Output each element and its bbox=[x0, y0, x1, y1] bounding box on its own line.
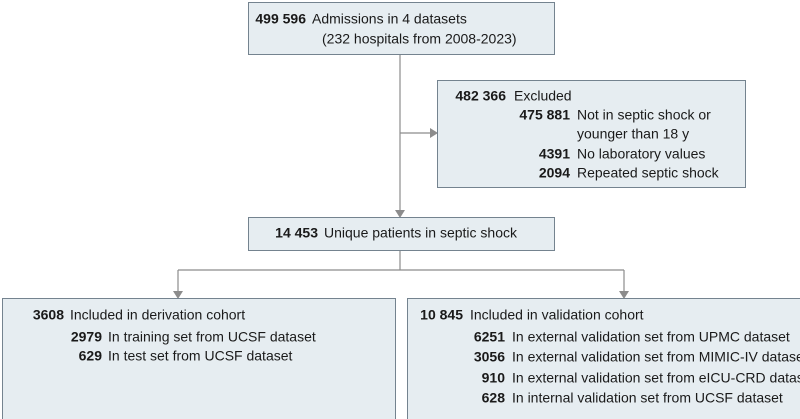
label: In test set from UCSF dataset bbox=[108, 348, 293, 364]
label: (232 hospitals from 2008-2023) bbox=[322, 31, 517, 47]
box bbox=[248, 217, 555, 251]
arrow bbox=[177, 250, 625, 292]
count: 3056 bbox=[474, 349, 505, 365]
count: 3608 bbox=[33, 307, 64, 323]
count: 6251 bbox=[474, 329, 505, 345]
arrowhead bbox=[430, 128, 438, 138]
box bbox=[248, 2, 555, 55]
count: 475 881 bbox=[519, 107, 570, 123]
arrowhead bbox=[173, 291, 629, 299]
connectors bbox=[173, 54, 629, 299]
arrowhead bbox=[395, 210, 405, 218]
label: In training set from UCSF dataset bbox=[108, 329, 316, 345]
label: In external validation set from MIMIC-IV… bbox=[512, 349, 800, 365]
count: 2094 bbox=[539, 165, 570, 181]
label: Not in septic shock or bbox=[577, 107, 711, 123]
count: 4391 bbox=[539, 146, 570, 162]
count: 482 366 bbox=[455, 88, 506, 104]
label: In internal validation set from UCSF dat… bbox=[512, 390, 783, 406]
count: 629 bbox=[79, 348, 103, 364]
label: Repeated septic shock bbox=[577, 165, 720, 181]
label: Admissions in 4 datasets bbox=[312, 11, 467, 27]
label: In external validation set from UPMC dat… bbox=[512, 329, 790, 345]
count: 628 bbox=[482, 390, 506, 406]
label: younger than 18 y bbox=[577, 126, 689, 142]
count: 2979 bbox=[71, 329, 102, 345]
count: 499 596 bbox=[255, 11, 306, 27]
box bbox=[437, 80, 746, 188]
count: 10 845 bbox=[420, 307, 463, 323]
count: 910 bbox=[482, 370, 506, 386]
label: Unique patients in septic shock bbox=[324, 225, 518, 241]
label: Included in derivation cohort bbox=[70, 307, 245, 323]
box bbox=[407, 298, 800, 419]
label: In external validation set from eICU-CRD… bbox=[512, 370, 800, 386]
box bbox=[2, 298, 396, 419]
label: Excluded bbox=[514, 88, 572, 104]
label: Included in validation cohort bbox=[470, 307, 644, 323]
count: 14 453 bbox=[275, 225, 318, 241]
label: No laboratory values bbox=[577, 146, 705, 162]
